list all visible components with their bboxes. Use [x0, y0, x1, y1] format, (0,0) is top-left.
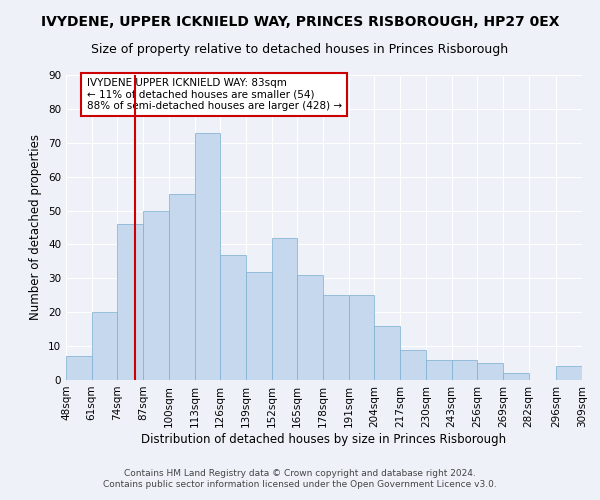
Text: Contains public sector information licensed under the Open Government Licence v3: Contains public sector information licen…	[103, 480, 497, 489]
Bar	[194, 132, 220, 380]
Bar	[92, 312, 118, 380]
Bar	[400, 350, 426, 380]
X-axis label: Distribution of detached houses by size in Princes Risborough: Distribution of detached houses by size …	[142, 432, 506, 446]
Bar	[556, 366, 582, 380]
Bar	[426, 360, 452, 380]
Bar	[349, 296, 374, 380]
Bar	[323, 296, 349, 380]
Bar	[272, 238, 298, 380]
Text: IVYDENE, UPPER ICKNIELD WAY, PRINCES RISBOROUGH, HP27 0EX: IVYDENE, UPPER ICKNIELD WAY, PRINCES RIS…	[41, 15, 559, 29]
Bar	[452, 360, 477, 380]
Text: Size of property relative to detached houses in Princes Risborough: Size of property relative to detached ho…	[91, 42, 509, 56]
Text: Contains HM Land Registry data © Crown copyright and database right 2024.: Contains HM Land Registry data © Crown c…	[124, 468, 476, 477]
Bar	[220, 254, 246, 380]
Bar	[374, 326, 400, 380]
Bar	[169, 194, 194, 380]
Bar	[298, 275, 323, 380]
Bar	[143, 210, 169, 380]
Bar	[503, 373, 529, 380]
Y-axis label: Number of detached properties: Number of detached properties	[29, 134, 43, 320]
Bar	[477, 363, 503, 380]
Bar	[246, 272, 272, 380]
Bar	[66, 356, 92, 380]
Bar	[118, 224, 143, 380]
Text: IVYDENE UPPER ICKNIELD WAY: 83sqm
← 11% of detached houses are smaller (54)
88% : IVYDENE UPPER ICKNIELD WAY: 83sqm ← 11% …	[86, 78, 342, 112]
